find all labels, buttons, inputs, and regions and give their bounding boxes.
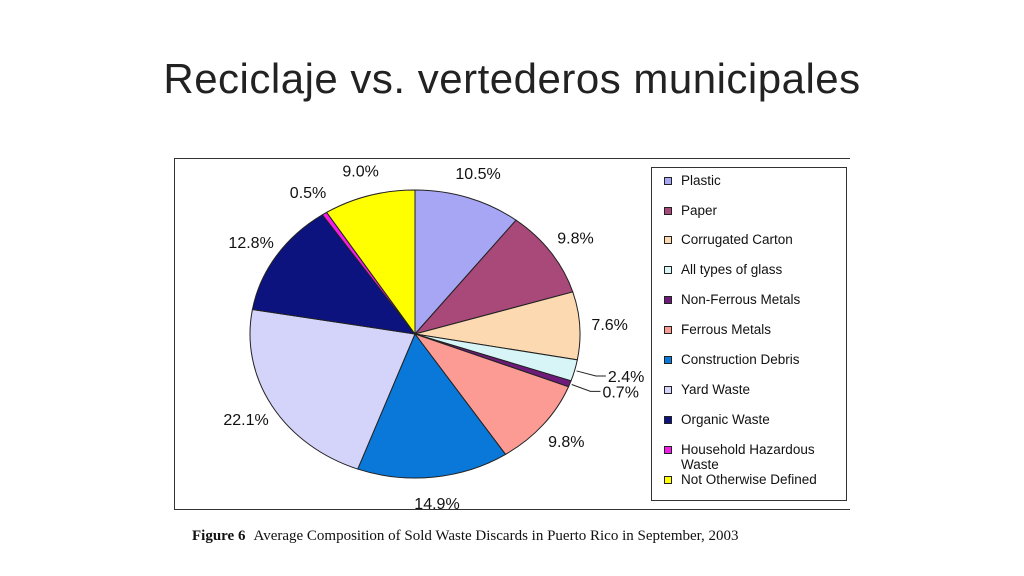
slice-label-all-types-of-glass: 2.4% [608, 369, 644, 386]
slice-label-paper: 9.8% [557, 230, 593, 247]
pie-slice-plastic [414, 189, 517, 336]
chart-legend: Plastic Paper Corrugated Carton All types o… [651, 167, 847, 501]
slice-label-non-ferrous-metals: 0.7% [602, 384, 638, 401]
pie-slice-not-otherwise-defined [325, 189, 416, 336]
pie-chart: 10.5% 9.8% 7.6% 2.4%0.7% 9.8% 14.9% 22.1% 12.8%… [223, 164, 644, 511]
legend-label: Corrugated Carton [681, 232, 793, 247]
slice-label-yard-waste: 22.1% [223, 412, 268, 429]
legend-swatch [664, 356, 672, 364]
slice-label-not-otherwise-defined: 9.0% [342, 164, 378, 181]
legend-swatch [664, 326, 672, 334]
legend-label: Paper [681, 203, 718, 218]
legend-swatch [664, 207, 672, 215]
legend-swatch [664, 177, 672, 185]
figure-number: Figure 6 [192, 528, 246, 544]
legend-label: Plastic [681, 173, 721, 188]
legend-label: Household Hazardous Waste [681, 442, 815, 472]
slice-label-corrugated-carton: 7.6% [591, 317, 627, 334]
legend-label: Not Otherwise Defined [681, 472, 817, 487]
legend-swatch [664, 386, 672, 394]
legend-label: All types of glass [681, 262, 783, 277]
pie-slice-ferrous-metals [413, 332, 570, 456]
slice-label-organic-waste: 12.8% [228, 235, 273, 252]
chart-frame: 10.5% 9.8% 7.6% 2.4% 0.7% 9.8% 14.9% 22.1% 12.8%… [174, 158, 850, 511]
legend-swatch [664, 446, 672, 454]
legend-label: Non-Ferrous Metals [681, 292, 801, 307]
pie-slice-yard-waste [249, 308, 416, 470]
figure-caption: Figure 6 Average Composition of Sold Wast… [192, 528, 739, 545]
figure-caption-text: Average Composition of Sold Waste Discar… [253, 528, 739, 544]
legend-label: Yard Waste [681, 382, 751, 397]
leader-line-non-ferrous-metals [571, 384, 601, 392]
slice-label-household-hazardous-waste: 0.5% [290, 185, 326, 202]
legend-label: Construction Debris [681, 352, 800, 367]
pie-slice-paper [413, 219, 574, 335]
slice-label-plastic: 10.5% [455, 166, 500, 183]
legend-swatch [664, 416, 672, 424]
legend-swatch [664, 266, 672, 274]
slide-title: Reciclaje vs. vertederos municipales [163, 55, 861, 102]
slice-label-construction-debris: 14.9% [414, 496, 459, 511]
legend-swatch [664, 296, 672, 304]
leader-line-all-types-of-glass [576, 370, 606, 377]
legend-swatch [664, 476, 672, 484]
pie-slice-construction-debris [357, 333, 507, 479]
legend-label: Organic Waste [681, 412, 770, 427]
legend-swatch [664, 236, 672, 244]
legend-label: Ferrous Metals [681, 322, 772, 337]
pie-slice-organic-waste [251, 214, 417, 335]
slice-label-ferrous-metals: 9.8% [548, 434, 584, 451]
